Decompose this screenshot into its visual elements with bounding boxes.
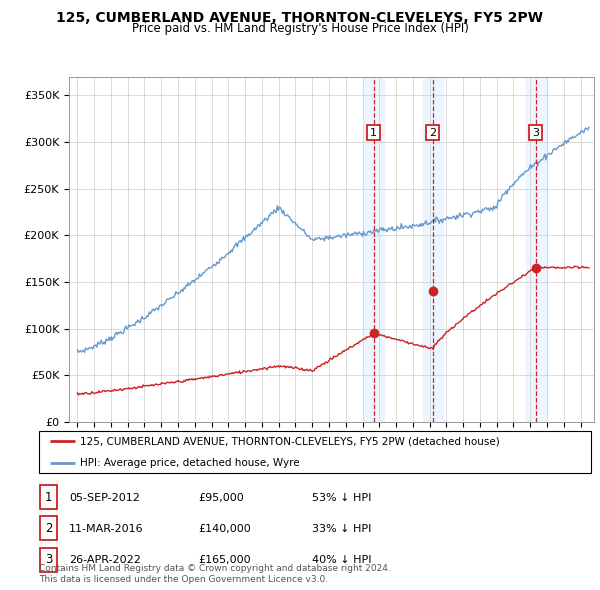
Text: 33% ↓ HPI: 33% ↓ HPI bbox=[312, 524, 371, 534]
Text: 2: 2 bbox=[429, 127, 436, 137]
Bar bbox=[526, 77, 545, 422]
Bar bbox=[364, 77, 384, 422]
Text: 26-APR-2022: 26-APR-2022 bbox=[69, 555, 141, 565]
Text: 125, CUMBERLAND AVENUE, THORNTON-CLEVELEYS, FY5 2PW (detached house): 125, CUMBERLAND AVENUE, THORNTON-CLEVELE… bbox=[80, 437, 500, 446]
Text: £140,000: £140,000 bbox=[198, 524, 251, 534]
Text: HPI: Average price, detached house, Wyre: HPI: Average price, detached house, Wyre bbox=[80, 458, 300, 467]
Text: 3: 3 bbox=[45, 553, 52, 566]
FancyBboxPatch shape bbox=[40, 548, 57, 572]
Text: 1: 1 bbox=[370, 127, 377, 137]
Text: £95,000: £95,000 bbox=[198, 493, 244, 503]
Text: 2: 2 bbox=[45, 522, 52, 535]
Text: Price paid vs. HM Land Registry's House Price Index (HPI): Price paid vs. HM Land Registry's House … bbox=[131, 22, 469, 35]
Text: 53% ↓ HPI: 53% ↓ HPI bbox=[312, 493, 371, 503]
Text: Contains HM Land Registry data © Crown copyright and database right 2024.: Contains HM Land Registry data © Crown c… bbox=[39, 565, 391, 573]
Text: 125, CUMBERLAND AVENUE, THORNTON-CLEVELEYS, FY5 2PW: 125, CUMBERLAND AVENUE, THORNTON-CLEVELE… bbox=[56, 11, 544, 25]
FancyBboxPatch shape bbox=[39, 431, 591, 473]
FancyBboxPatch shape bbox=[40, 485, 57, 509]
Text: £165,000: £165,000 bbox=[198, 555, 251, 565]
Text: 40% ↓ HPI: 40% ↓ HPI bbox=[312, 555, 371, 565]
FancyBboxPatch shape bbox=[40, 516, 57, 540]
Text: This data is licensed under the Open Government Licence v3.0.: This data is licensed under the Open Gov… bbox=[39, 575, 328, 584]
Bar bbox=[423, 77, 443, 422]
Text: 1: 1 bbox=[45, 490, 52, 504]
Text: 05-SEP-2012: 05-SEP-2012 bbox=[69, 493, 140, 503]
Text: 3: 3 bbox=[532, 127, 539, 137]
Text: 11-MAR-2016: 11-MAR-2016 bbox=[69, 524, 143, 534]
